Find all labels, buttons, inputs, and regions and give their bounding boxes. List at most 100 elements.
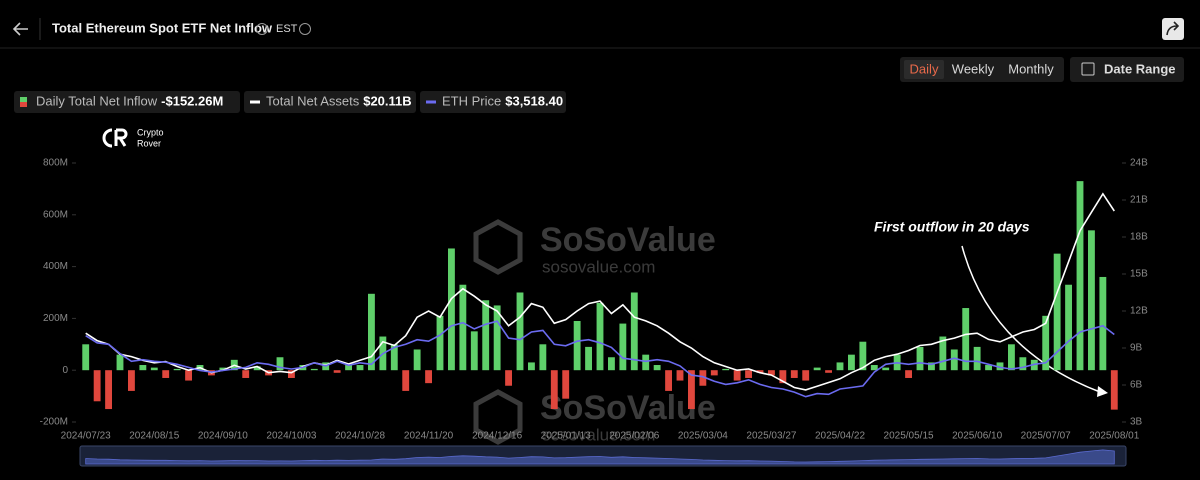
bar <box>756 370 764 373</box>
x-tick-label: 2024/09/10 <box>198 431 248 442</box>
x-tick-label: 2025/08/01 <box>1089 431 1139 442</box>
date-range-button[interactable] <box>1070 57 1184 82</box>
watermark-text: SoSoValue <box>540 221 716 259</box>
bar <box>916 346 924 371</box>
bar <box>402 370 410 391</box>
bar <box>950 349 958 371</box>
bar <box>676 370 684 381</box>
bar <box>128 370 135 391</box>
line <box>85 192 1115 391</box>
bar <box>585 346 592 371</box>
tab-active <box>904 60 944 79</box>
bar <box>1076 181 1084 371</box>
bar <box>745 370 752 378</box>
bar <box>733 370 741 381</box>
watermark-icon <box>473 219 523 275</box>
logo-text: Crypto <box>137 127 164 137</box>
bar <box>1088 230 1095 371</box>
bar <box>505 370 512 386</box>
y2-tick-label: 15B <box>1130 269 1148 280</box>
bar <box>345 365 352 371</box>
bar <box>276 357 284 371</box>
bar <box>1065 284 1072 371</box>
bar <box>448 248 455 371</box>
bar <box>173 368 181 371</box>
legend-value: $20.11B <box>363 93 411 108</box>
x-tick-label: 2024/11/20 <box>404 431 454 442</box>
bar <box>562 370 570 399</box>
watermark-icon <box>473 389 523 445</box>
bar <box>573 320 581 371</box>
legend-box <box>14 91 240 113</box>
y-tick-label: 0 <box>62 365 68 376</box>
bar <box>825 370 832 373</box>
bar <box>790 370 798 378</box>
info-icon[interactable] <box>299 23 311 35</box>
tab[interactable]: Weekly <box>952 61 995 76</box>
navigator-area <box>85 449 1115 465</box>
tab[interactable]: Monthly <box>1008 61 1054 76</box>
y2-tick-label: 18B <box>1130 232 1148 243</box>
annotation-arrowhead <box>1097 386 1108 397</box>
bar <box>848 354 855 371</box>
bar <box>288 370 295 378</box>
legend-swatch <box>20 102 27 107</box>
watermark-text: SoSoValue <box>540 389 716 427</box>
y-tick-label: 600M <box>43 209 68 220</box>
bar <box>768 370 775 376</box>
bar <box>619 323 627 371</box>
legend-label: ETH Price <box>442 93 501 108</box>
bar <box>642 354 650 371</box>
y2-tick-label: 9B <box>1130 343 1143 354</box>
logo-mark <box>102 128 128 148</box>
date-range-label: Date Range <box>1104 61 1176 76</box>
back-button[interactable] <box>12 22 28 36</box>
bar <box>150 367 158 371</box>
y-tick-label: 400M <box>43 261 68 272</box>
bar <box>1110 370 1118 410</box>
bar <box>779 370 787 384</box>
bar <box>722 368 730 371</box>
x-tick-label: 2025/03/27 <box>746 431 796 442</box>
share-button[interactable] <box>1162 18 1184 40</box>
bar <box>425 370 432 384</box>
annotation-arrow <box>961 245 1101 393</box>
bar <box>1099 276 1107 371</box>
bar <box>859 341 867 371</box>
bar <box>93 370 101 402</box>
legend-label: Total Net Assets <box>266 93 360 108</box>
bar <box>105 370 112 410</box>
bar <box>253 366 261 371</box>
y-tick-label: 200M <box>43 313 68 324</box>
x-tick-label: 2024/07/23 <box>61 431 111 442</box>
bar <box>985 365 992 371</box>
x-tick-label: 2024/10/03 <box>266 431 316 442</box>
x-tick-label: 2025/01/13 <box>541 431 591 442</box>
watermark-url: sosovalue.com <box>542 425 655 444</box>
bar <box>82 344 90 371</box>
x-tick-label: 2025/07/07 <box>1021 431 1071 442</box>
legend-label: Daily Total Net Inflow <box>36 93 158 108</box>
bar <box>596 302 604 371</box>
y2-tick-label: 12B <box>1130 306 1148 317</box>
share-icon <box>1166 21 1180 36</box>
info-icon[interactable] <box>256 23 268 35</box>
logo-text: Rover <box>137 138 161 148</box>
bar <box>219 367 227 371</box>
bar <box>608 357 615 371</box>
bar <box>688 370 695 410</box>
legend-value: $3,518.40 <box>505 93 563 108</box>
bar <box>162 370 170 378</box>
bar <box>802 370 810 381</box>
x-tick-label: 2025/04/22 <box>815 431 865 442</box>
y2-tick-label: 3B <box>1130 417 1143 428</box>
tab[interactable]: Daily <box>910 61 939 76</box>
bar <box>962 308 970 371</box>
bar <box>493 305 501 371</box>
bar <box>333 370 341 373</box>
bar <box>939 336 947 371</box>
bar <box>470 331 478 371</box>
bar <box>1008 344 1015 371</box>
watermark: SoSoValue sosovalue.com SoSoValue sosova… <box>473 219 716 445</box>
page-title: Total Ethereum Spot ETF Net Inflow <box>52 20 273 35</box>
